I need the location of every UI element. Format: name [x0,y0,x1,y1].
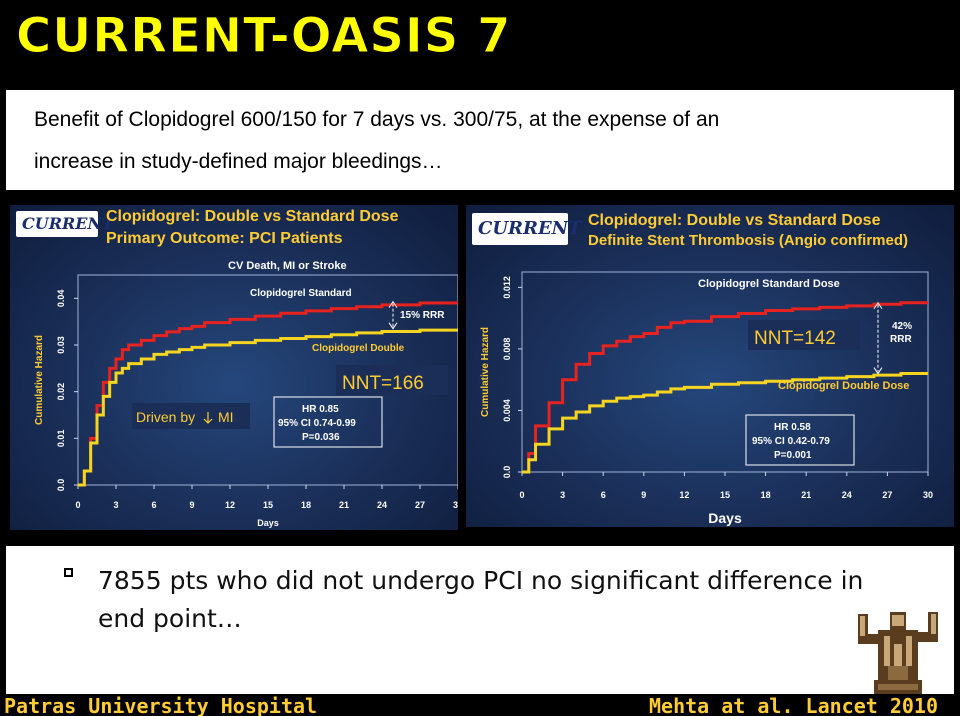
current-logo: CURRENT [16,211,114,237]
x-axis-label: Days [257,518,279,528]
x-tick-label: 21 [801,490,811,500]
chart-svg-stent-thrombosis: 0.0 0.004 0.008 0.012 0 3 6 9 12 15 18 21 24 27 30 Days… [480,271,933,526]
y-tick-label: 0.04 [56,290,66,308]
current-logo-text: CURRENT [22,214,115,233]
intro-box: Benefit of Clopidogrel 600/150 for 7 day… [6,90,954,190]
driven-by-mi-label: MI [218,409,234,425]
chart-title: Clopidogrel: Double vs Standard Dose [106,208,399,225]
y-tick-label: 0.0 [502,466,512,479]
series-line-standard [78,301,458,487]
nnt-label: NNT=166 [342,373,424,394]
series-line-double [78,328,458,487]
footer-institution: Patras University Hospital [4,694,318,716]
series-label-double: Clopidogrel Double [312,343,405,354]
hr-box [745,414,855,466]
down-arrow-icon [203,412,213,424]
x-tick-label: 24 [842,490,852,500]
y-tick-label: 0.0 [56,479,66,492]
nnt-box [748,320,860,350]
y-tick-label: 0.004 [502,399,512,422]
x-tick-label: 6 [151,500,156,510]
intro-text-line: Benefit of Clopidogrel 600/150 for 7 day… [34,108,720,131]
x-tick-label: 15 [720,490,730,500]
rrr-arrow-up-icon [873,301,883,310]
y-axis-label: Cumulative Hazard [480,327,491,417]
slide-title: CURRENT-OASIS 7 [15,8,512,65]
series-line-double [522,372,928,474]
y-axis-label: Cumulative Hazard [34,335,45,425]
nnt-label: NNT=142 [754,328,836,349]
x-tick-label: 18 [301,500,311,510]
rrr-label: RRR [890,334,912,345]
x-tick-label: 3 [113,500,118,510]
x-tick-label: 3 [560,490,565,500]
x-tick-label: 6 [601,490,606,500]
y-tick-label: 0.02 [56,383,66,401]
plot-title: CV Death, MI or Stroke [228,260,347,272]
series-label-standard: Clopidogrel Standard [250,288,352,299]
footer-citation: Mehta at al. Lancet 2010 [649,694,938,716]
x-tick-label: 21 [339,500,349,510]
series-label-double: Clopidogrel Double Dose [778,380,909,392]
x-axis-label: Days [708,510,742,526]
nnt-box [336,365,448,395]
x-tick-label: 9 [189,500,194,510]
chart-title: Clopidogrel: Double vs Standard Dose [588,212,881,229]
x-tick-label: 27 [882,490,892,500]
x-tick-label: 12 [679,490,689,500]
x-tick-label: 30 [453,500,458,510]
footer-bar: Patras University Hospital Mehta at al. … [0,694,960,716]
ci-label: 95% CI 0.74-0.99 [278,418,356,429]
x-tick-label: 0 [519,490,524,500]
bullet-square-icon [64,568,73,577]
hr-box [273,396,383,448]
chart-subtitle: Primary Outcome: PCI Patients [106,230,343,247]
x-tick-label: 0 [75,500,80,510]
x-tick-label: 9 [641,490,646,500]
chart-subtitle: Definite Stent Thrombosis (Angio confirm… [588,232,909,249]
y-tick-label: 0.03 [56,336,66,354]
bullet-text-line: 7855 pts who did not undergo PCI no sign… [98,566,864,595]
x-tick-label: 12 [225,500,235,510]
ci-label: 95% CI 0.42-0.79 [752,436,830,447]
hr-label: HR 0.58 [774,422,811,433]
x-tick-label: 24 [377,500,387,510]
driven-by-box [132,403,250,429]
rrr-arrow-down-icon [388,322,398,330]
x-tick-label: 15 [263,500,273,510]
x-tick-label: 30 [923,490,933,500]
bullet-text-line: end point… [98,604,242,633]
y-tick-label: 0.012 [502,276,512,299]
y-tick-label: 0.01 [56,430,66,448]
series-line-standard [522,301,928,474]
rrr-label: 42% [892,321,912,332]
rrr-arrow-up-icon [388,300,398,308]
statue-icon [848,604,948,696]
y-tick-label: 0.008 [502,338,512,361]
p-label: P=0.036 [302,432,340,443]
current-logo-text: CURRENT [478,218,582,239]
chart-svg-primary-outcome: 0.0 0.01 0.02 0.03 0.04 0 3 6 9 12 15 18 21 24 27 30 Day… [34,260,458,528]
rrr-label: 15% RRR [400,310,445,321]
x-tick-label: 18 [761,490,771,500]
intro-text-line: increase in study-defined major bleeding… [34,150,443,173]
chart-panel-stent-thrombosis: CURRENT Clopidogrel: Double vs Standard … [466,205,954,527]
series-label-standard: Clopidogrel Standard Dose [698,278,840,290]
driven-by-label: Driven by [136,409,195,425]
x-tick-label: 27 [415,500,425,510]
hr-label: HR 0.85 [302,404,339,415]
p-label: P=0.001 [774,450,812,461]
rrr-arrow-down-icon [873,367,883,375]
chart-panel-primary-outcome: CURRENT Clopidogrel: Double vs Standard … [10,205,458,530]
bullet-area: 7855 pts who did not undergo PCI no sign… [6,546,954,694]
plot-frame [521,271,929,473]
current-logo: CURRENT [472,213,582,245]
